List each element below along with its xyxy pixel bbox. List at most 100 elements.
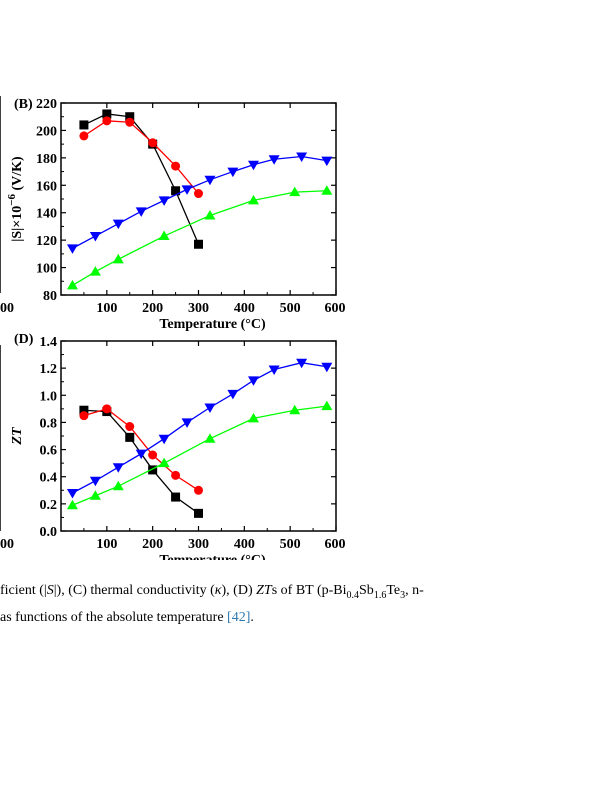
data-point-circle	[194, 485, 203, 495]
x-tick-label: 500	[280, 537, 301, 552]
y-tick-label: 80	[43, 289, 57, 304]
y-axis-title: |S|×10−6 (V/K)	[6, 156, 25, 242]
y-axis-title: ZT	[10, 426, 25, 446]
data-point-triangle-down	[248, 376, 259, 386]
data-point-circle	[79, 131, 89, 141]
series-line-2	[72, 362, 327, 494]
y-axis-exponent: −6	[6, 194, 18, 206]
data-point-triangle-down	[66, 244, 78, 254]
data-point-triangle-down	[227, 389, 239, 400]
x-tick-label: 400	[234, 537, 255, 552]
data-point-triangle-up	[321, 185, 333, 195]
data-point-triangle-down	[181, 418, 193, 428]
data-point-triangle-up	[66, 279, 78, 290]
x-tick-label: 600	[325, 301, 346, 316]
plot-frame	[60, 340, 337, 532]
data-point-triangle-down	[204, 175, 216, 186]
data-point-square	[194, 508, 203, 518]
y-tick-label: 100	[36, 262, 57, 277]
data-point-circle	[148, 138, 158, 148]
x-tick-label: 200	[142, 301, 163, 316]
y-tick-label: 1.4	[40, 335, 58, 350]
series-line-3	[72, 405, 327, 506]
data-point-triangle-up	[66, 499, 78, 510]
data-point-square	[194, 239, 203, 249]
data-point-circle	[102, 404, 112, 414]
data-point-triangle-down	[248, 160, 259, 171]
data-point-triangle-down	[296, 358, 308, 369]
x-tick-label: 200	[142, 537, 163, 552]
data-point-triangle-up	[204, 433, 216, 443]
series-line-3	[72, 190, 327, 286]
y-tick-label: 140	[36, 207, 57, 222]
y-tick-label: 200	[36, 124, 57, 139]
caption-line-2: as functions of the absolute temperature…	[0, 609, 254, 625]
reference-link[interactable]: [42]	[227, 609, 251, 625]
data-point-triangle-up	[204, 209, 216, 220]
data-point-triangle-down	[204, 403, 216, 413]
data-point-triangle-down	[158, 196, 170, 206]
data-point-triangle-up	[248, 412, 259, 423]
data-point-triangle-up	[248, 194, 259, 205]
data-point-square	[102, 109, 112, 119]
panel-label: (B)	[14, 97, 33, 112]
y-tick-label: 0.0	[40, 525, 58, 540]
data-point-triangle-down	[112, 219, 124, 230]
data-point-triangle-up	[112, 253, 124, 264]
y-tick-label: 120	[36, 234, 57, 249]
data-point-circle	[171, 470, 181, 480]
data-point-triangle-down	[227, 167, 239, 178]
x-tick-label: 100	[96, 537, 117, 552]
x-axis-title-text: Temperature	[159, 553, 240, 560]
data-point-triangle-down	[321, 362, 333, 373]
data-point-triangle-down	[321, 156, 333, 167]
y-axis-unit: (V/K)	[10, 156, 25, 194]
x-tick-label: 400	[234, 301, 255, 316]
caption-line-1: ficient (|S|), (C) thermal conductivity …	[0, 583, 424, 601]
data-point-square	[125, 112, 135, 122]
series-line-2	[72, 155, 327, 249]
series-line-0	[83, 113, 200, 245]
data-point-square	[171, 492, 181, 502]
y-tick-label: 0.6	[40, 444, 58, 459]
y-tick-label: 1.2	[40, 362, 58, 377]
data-point-square	[148, 465, 158, 475]
x-axis-unit: (°C)	[241, 317, 266, 332]
y-tick-label: 160	[36, 179, 57, 194]
data-point-triangle-down	[89, 232, 101, 242]
data-point-triangle-down	[268, 365, 280, 375]
data-point-triangle-down	[135, 449, 147, 460]
data-point-square	[79, 120, 89, 130]
data-point-square	[79, 405, 89, 415]
x-tick-label: 300	[188, 301, 209, 316]
data-point-triangle-up	[89, 266, 101, 276]
data-point-triangle-down	[89, 476, 101, 487]
data-point-triangle-up	[89, 490, 101, 500]
x-tick-label: 100	[96, 301, 117, 316]
x-axis-unit: (°C)	[241, 553, 266, 560]
y-axis-title-text: |S|×10	[10, 206, 25, 242]
data-point-square	[171, 186, 181, 196]
data-point-circle	[148, 450, 158, 460]
x-tick-label-clipped: 00	[0, 301, 14, 316]
data-point-circle	[125, 422, 135, 431]
y-tick-label: 220	[36, 97, 57, 112]
data-point-triangle-up	[321, 400, 333, 411]
data-point-circle	[79, 411, 89, 421]
panel-label: (D)	[14, 332, 34, 347]
panel-d: (D) 100 200 300 400 500 600 00 0.0 0.2 0.4 0.6 0.8 1.…	[0, 332, 346, 560]
data-point-triangle-down	[296, 152, 308, 162]
y-tick-label: 1.0	[40, 389, 58, 404]
data-point-circle	[171, 161, 181, 171]
x-tick-label: 500	[280, 301, 301, 316]
plot-frame	[60, 102, 337, 296]
data-point-triangle-up	[289, 404, 301, 415]
y-tick-label: 0.4	[40, 471, 58, 486]
x-axis-title: Temperature (°C)	[159, 317, 266, 332]
data-point-triangle-down	[66, 489, 78, 499]
x-tick-label: 300	[188, 537, 209, 552]
x-tick-label-clipped: 00	[0, 537, 14, 552]
data-point-triangle-down	[158, 434, 170, 445]
data-point-triangle-up	[112, 480, 124, 491]
x-axis-title-text: Temperature	[159, 317, 240, 332]
